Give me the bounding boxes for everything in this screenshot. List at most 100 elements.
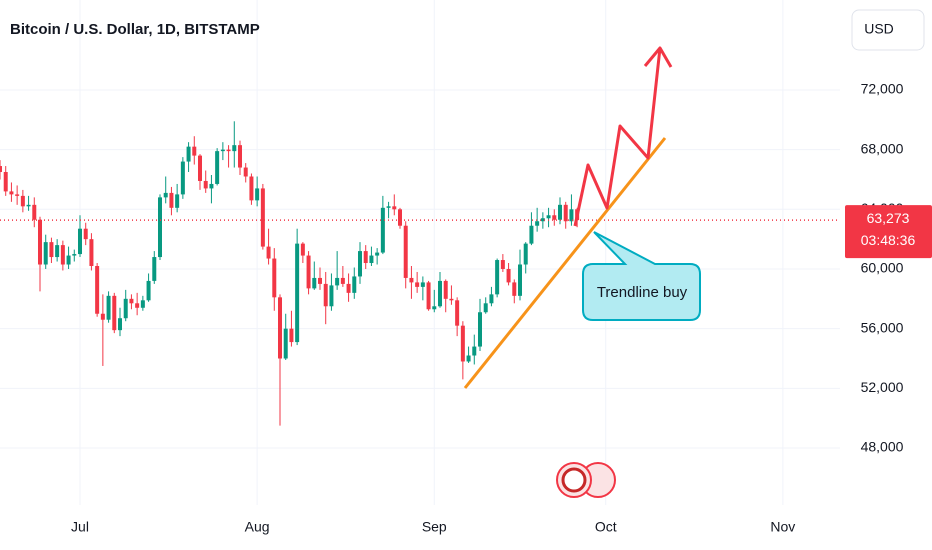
candle-body — [220, 149, 225, 152]
candle-body — [175, 194, 180, 208]
candle-body — [32, 204, 37, 220]
candle-body — [523, 243, 528, 265]
candle-body — [112, 295, 117, 331]
event-flags — [556, 462, 616, 498]
x-tick-label: Sep — [422, 519, 447, 535]
candle-body — [318, 277, 322, 284]
candle-body — [38, 219, 42, 265]
candle-body — [295, 243, 300, 343]
candle-body — [432, 306, 437, 310]
candle-body — [106, 295, 111, 320]
candle-body — [426, 282, 431, 310]
candle-body — [540, 218, 545, 222]
currency-label[interactable]: USD — [864, 21, 894, 37]
candle-body — [512, 282, 517, 296]
candle-body — [180, 161, 185, 195]
chart-title: Bitcoin / U.S. Dollar, 1D, BITSTAMP — [10, 21, 260, 38]
candle-body — [209, 183, 214, 189]
candle-body — [89, 239, 94, 267]
candle-body — [0, 166, 2, 173]
y-tick-label: 52,000 — [861, 379, 904, 395]
candle-body — [335, 277, 340, 286]
candle-body — [129, 298, 134, 304]
x-tick-label: Aug — [245, 519, 270, 535]
candle-body — [238, 145, 242, 168]
candle-body — [100, 313, 105, 320]
candle-body — [415, 282, 420, 287]
candle-body — [78, 228, 82, 255]
candle-body — [289, 328, 294, 343]
candle-body — [255, 188, 260, 201]
candle-body — [438, 280, 442, 307]
candle-body — [449, 298, 454, 301]
candle-body — [226, 149, 231, 152]
candle-body — [358, 251, 362, 277]
candle-body — [140, 300, 145, 308]
x-tick-label: Jul — [71, 519, 89, 535]
candle-body — [535, 221, 540, 226]
candle-body — [95, 266, 100, 314]
candle-body — [558, 204, 562, 220]
candle-body — [72, 254, 77, 256]
y-tick-label: 68,000 — [861, 140, 904, 156]
candle-body — [272, 258, 277, 298]
candle-body — [489, 294, 494, 304]
candle-body — [312, 277, 317, 289]
candle-body — [260, 188, 265, 247]
candle-body — [460, 325, 465, 362]
candle-body — [472, 346, 477, 356]
candle-body — [20, 195, 25, 207]
x-tick-label: Oct — [595, 519, 617, 535]
candle-body — [123, 298, 128, 319]
candle-body — [392, 206, 397, 210]
candle-body — [483, 303, 488, 313]
candle-body — [563, 204, 568, 222]
candle-body — [203, 180, 208, 189]
candle-body — [529, 225, 534, 244]
candle-body — [409, 277, 414, 283]
candle-body — [135, 303, 140, 308]
candle-body — [500, 260, 505, 269]
candle-body — [552, 215, 557, 220]
candle-body — [569, 209, 574, 222]
candle-body — [375, 252, 380, 256]
candle-body — [118, 318, 122, 331]
candle-body — [478, 312, 482, 347]
candle-body — [283, 328, 288, 359]
candle-body — [352, 276, 357, 293]
candle-body — [455, 300, 460, 326]
candle-body — [323, 283, 328, 307]
candle-body — [186, 146, 191, 162]
flag-icon — [561, 467, 587, 493]
candle-body — [306, 255, 311, 289]
candle-body — [380, 207, 385, 253]
projection-arrow — [573, 47, 662, 227]
candle-body — [398, 209, 402, 226]
currency-button[interactable] — [851, 9, 925, 51]
candle-body — [198, 155, 202, 181]
candle-body — [420, 282, 425, 287]
last-price-box — [845, 205, 932, 259]
candle-body — [43, 242, 48, 265]
candle-body — [215, 151, 220, 184]
y-tick-label: 48,000 — [861, 439, 904, 455]
candle-body — [403, 225, 408, 278]
candle-body — [278, 297, 282, 359]
candle-body — [495, 260, 500, 295]
y-tick-label: 72,000 — [861, 81, 904, 97]
callout — [582, 231, 701, 321]
candle-body — [26, 204, 31, 207]
candle-body — [146, 280, 151, 301]
candle-body — [346, 283, 351, 293]
price-axis — [840, 0, 932, 550]
countdown-label: 03:48:36 — [861, 232, 916, 248]
candle-body — [158, 197, 162, 258]
candle-body — [49, 242, 54, 258]
candle-body — [466, 355, 471, 362]
trendline — [463, 137, 667, 389]
candle-body — [3, 172, 8, 192]
arrow-head — [643, 46, 673, 68]
y-tick-label: 56,000 — [861, 319, 904, 335]
candle-body — [363, 251, 368, 264]
